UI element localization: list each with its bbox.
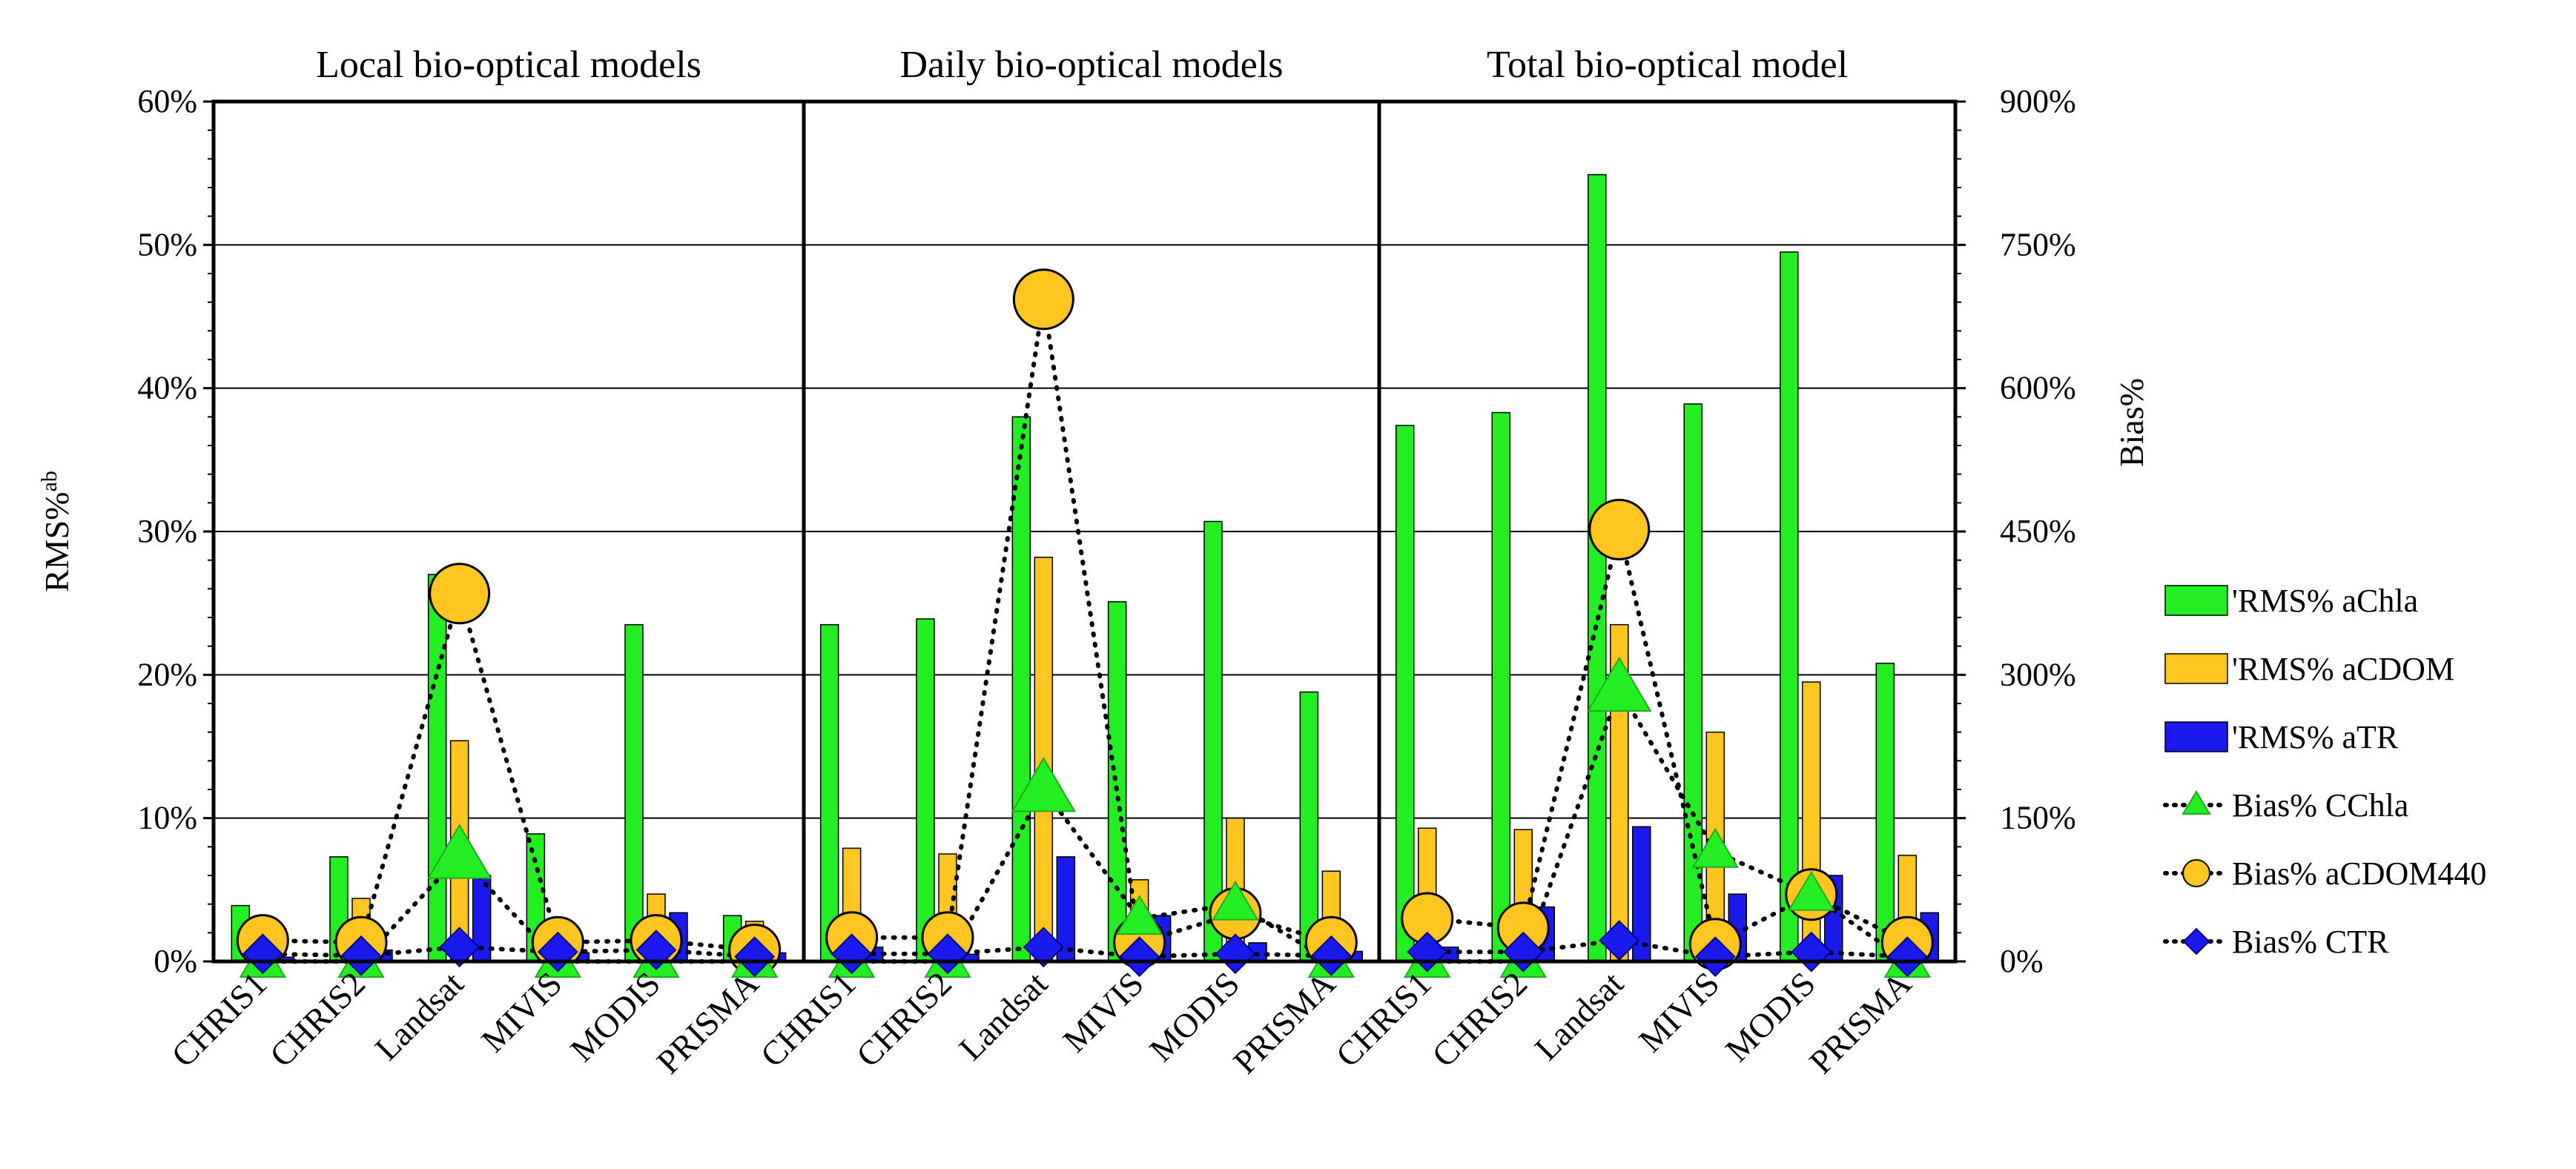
panel-title: Total bio-optical model [1487, 44, 1848, 86]
legend-label: 'RMS% aCDOM [2232, 651, 2454, 687]
legend-label: 'RMS% aTR [2232, 719, 2399, 755]
bias-marker-CTR-chris1 [831, 933, 873, 975]
bias-marker-CTR-prisma [1886, 936, 1928, 977]
left-axis-tick-label: 40% [137, 370, 197, 406]
bar-rms-aChla-modis [1780, 251, 1799, 962]
bar-rms-aChla-chris1 [819, 623, 839, 962]
bias-marker-CTR-chris2 [927, 933, 968, 975]
lines-layer [260, 299, 1910, 964]
bar-rms-aChla-mivis [1683, 403, 1703, 962]
right-axis-tick-label: 900% [2000, 83, 2076, 119]
bias-marker-aCDOM440-landsat [1588, 498, 1651, 560]
bias-marker-CTR-chris1 [242, 933, 283, 975]
y-axis-left-title-sup: ab [37, 471, 62, 491]
category-label: Landsat [368, 964, 471, 1067]
bar-rms-aChla-landsat [1011, 416, 1031, 962]
bias-marker-CTR-prisma [1310, 935, 1352, 976]
legend-diamond-marker [2182, 927, 2210, 956]
bias-marker-CChla-landsat [426, 824, 492, 879]
bias-marker-CChla-landsat [1011, 757, 1077, 812]
legend-item-rms_aChla: 'RMS% aChla [2164, 583, 2418, 619]
category-label: CHRIS1 [753, 964, 863, 1074]
bias-marker-CTR-landsat [439, 927, 480, 968]
bias-marker-CTR-landsat [1023, 927, 1064, 968]
y-axis-right-title: Bias% [2113, 378, 2150, 467]
left-axis-tick-label: 10% [137, 800, 197, 836]
legend-item-rms_aTR: 'RMS% aTR [2164, 719, 2399, 755]
right-axis-tick-label: 300% [2000, 656, 2076, 692]
category-label: CHRIS1 [1329, 964, 1439, 1074]
panel-title: Local bio-optical models [316, 44, 701, 86]
legend-label: Bias% CTR [2232, 924, 2389, 960]
bar-rms-aChla-landsat [427, 574, 447, 962]
category-label: CHRIS2 [849, 964, 959, 1074]
right-axis-tick-label: 150% [2000, 800, 2076, 836]
bias-marker-aCDOM440-landsat [429, 563, 491, 625]
bias-marker-CTR-chris2 [340, 935, 382, 976]
bar-rms-aChla-chris2 [1491, 411, 1510, 962]
left-axis-tick-label: 30% [137, 513, 197, 549]
bias-marker-CChla-mivis [1115, 895, 1163, 935]
markers-layer [236, 268, 1934, 978]
category-label: Landsat [1528, 964, 1631, 1067]
legend-item-rms_aCDOM: 'RMS% aCDOM [2164, 651, 2454, 687]
category-label: PRISMA [1226, 964, 1342, 1081]
bias-marker-CChla-landsat [1587, 656, 1652, 712]
bias-marker-aCDOM440-landsat [1012, 268, 1074, 331]
bar-rms-aChla-mivis [1107, 600, 1127, 962]
legend-layer: 'RMS% aChla 'RMS% aCDOM 'RMS% aTR Bias% CCh… [2163, 583, 2486, 960]
bias-marker-CChla-mivis [1691, 827, 1739, 868]
legend-label: Bias% CChla [2232, 787, 2408, 824]
legend-swatch [2164, 585, 2228, 616]
bar-rms-aChla-chris2 [916, 618, 935, 962]
category-label: PRISMA [1802, 964, 1918, 1081]
bias-marker-CTR-mivis [1694, 936, 1736, 977]
bar-rms-aChla-chris1 [1396, 425, 1415, 962]
right-axis-tick-label: 750% [2000, 226, 2076, 262]
bars-layer [231, 173, 1939, 962]
bar-rms-aChla-landsat [1588, 173, 1607, 962]
bias-marker-CTR-prisma [734, 936, 776, 977]
y-axis-left-title: RMS%ab [37, 471, 76, 592]
bar-rms-aChla-prisma [1875, 663, 1895, 962]
legend-triangle-marker [2182, 790, 2211, 815]
legend-circle-marker [2182, 859, 2210, 887]
bar-rms-aChla-prisma [1299, 691, 1319, 962]
bar-rms-aChla-modis [1203, 520, 1223, 962]
category-label: CHRIS2 [1424, 964, 1534, 1074]
y-axis-left-title-main: RMS% [38, 491, 76, 592]
left-axis-tick-label: 20% [137, 656, 197, 692]
legend-swatch [2164, 721, 2228, 752]
right-axis-tick-label: 600% [2000, 370, 2076, 406]
category-label: CHRIS1 [164, 964, 274, 1074]
left-axis-tick-label: 0% [153, 943, 197, 979]
right-axis-tick-label: 450% [2000, 513, 2076, 549]
category-label: MIVIS [474, 964, 569, 1059]
titles-layer: Local bio-optical models Daily bio-optica… [316, 44, 1848, 86]
legend-swatch [2164, 653, 2228, 684]
left-axis-tick-label: 50% [137, 226, 197, 262]
bias-line-CTR [1424, 938, 1910, 959]
legend-item-bias_aCDOM440: Bias% aCDOM440 [2163, 855, 2486, 892]
category-label: CHRIS2 [262, 964, 372, 1074]
legend-item-bias_CTR: Bias% CTR [2163, 924, 2389, 960]
legend-label: 'RMS% aChla [2232, 583, 2418, 619]
category-label: MIVIS [1631, 964, 1726, 1059]
category-label: PRISMA [650, 964, 766, 1081]
bias-marker-CTR-mivis [1119, 936, 1160, 977]
legend-label: Bias% aCDOM440 [2232, 855, 2486, 892]
bias-marker-CChla-modis [1788, 870, 1835, 911]
bias-marker-CChla-modis [1212, 880, 1259, 921]
category-label: Landsat [951, 964, 1054, 1067]
right-axis-tick-label: 0% [2000, 943, 2044, 979]
left-axis-tick-label: 60% [137, 83, 197, 119]
legend-item-bias_CChla: Bias% CChla [2163, 787, 2408, 824]
panel-title: Daily bio-optical models [899, 44, 1283, 86]
bar-rms-aChla-modis [624, 623, 644, 962]
bias-line-CTR [849, 944, 1334, 959]
category-label: MIVIS [1056, 964, 1151, 1059]
bias-marker-CTR-modis [1215, 933, 1256, 975]
